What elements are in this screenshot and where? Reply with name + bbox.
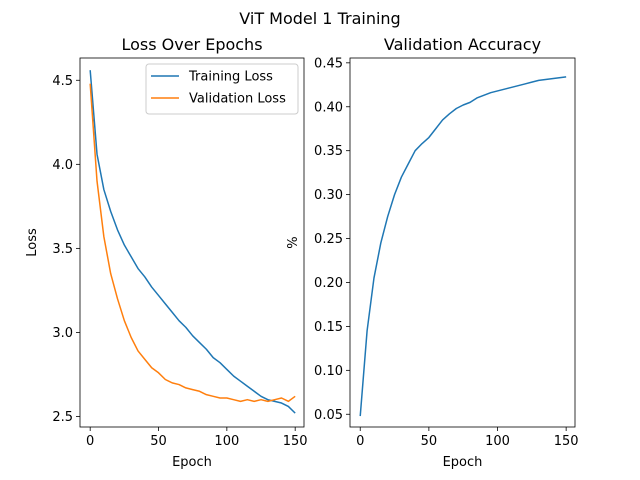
accuracy-ylabel: % [286, 236, 301, 248]
accuracy-ytick-label: 0.05 [314, 408, 343, 423]
loss-title: Loss Over Epochs [121, 35, 262, 54]
loss-series-line-0 [89, 70, 296, 414]
loss-legend-box [145, 63, 299, 115]
loss-ylabel: Loss [25, 228, 40, 257]
figure-suptitle: ViT Model 1 Training [239, 9, 400, 28]
loss-chart: Loss Over Epochs 0 50 100 150 2.5 3.0 3.5 4.0 4.5… [25, 35, 308, 470]
accuracy-xtick-label: 100 [485, 434, 510, 449]
accuracy-ytick-label: 0.10 [314, 364, 343, 379]
loss-ytick-label: 4.0 [52, 158, 73, 173]
loss-xtick-label: 100 [214, 434, 239, 449]
accuracy-title: Validation Accuracy [384, 35, 541, 54]
accuracy-ytick-label: 0.35 [314, 144, 343, 159]
accuracy-xtick-label: 50 [421, 434, 438, 449]
loss-xlabel: Epoch [172, 455, 212, 470]
accuracy-xtick-label: 0 [356, 434, 364, 449]
accuracy-ytick-label: 0.20 [314, 276, 343, 291]
loss-legend: Training Loss Validation Loss [145, 63, 299, 115]
accuracy-axes-frame [349, 57, 576, 428]
accuracy-xlabel: Epoch [443, 455, 483, 470]
loss-legend-label-0: Training Loss [188, 70, 273, 85]
accuracy-ytick-label: 0.30 [314, 188, 343, 203]
accuracy-ytick-label: 0.40 [314, 100, 343, 115]
loss-xtick-label: 150 [283, 434, 308, 449]
accuracy-ytick-label: 0.15 [314, 320, 343, 335]
accuracy-series-line-0 [359, 76, 567, 417]
loss-series-line-1 [89, 83, 296, 403]
loss-ytick-label: 3.5 [52, 242, 73, 257]
loss-axes-frame [79, 57, 305, 428]
loss-ytick-label: 3.0 [52, 326, 73, 341]
accuracy-ytick-label: 0.25 [314, 232, 343, 247]
accuracy-chart: Validation Accuracy 0 50 100 150 0.05 0.10 0.15… [286, 35, 579, 470]
accuracy-ytick-label: 0.45 [314, 56, 343, 71]
loss-legend-label-1: Validation Loss [189, 92, 286, 107]
loss-ytick-label: 4.5 [52, 74, 73, 89]
loss-xtick-label: 50 [150, 434, 167, 449]
loss-ytick-label: 2.5 [52, 410, 73, 425]
accuracy-xtick-label: 150 [554, 434, 579, 449]
loss-xtick-label: 0 [86, 434, 94, 449]
